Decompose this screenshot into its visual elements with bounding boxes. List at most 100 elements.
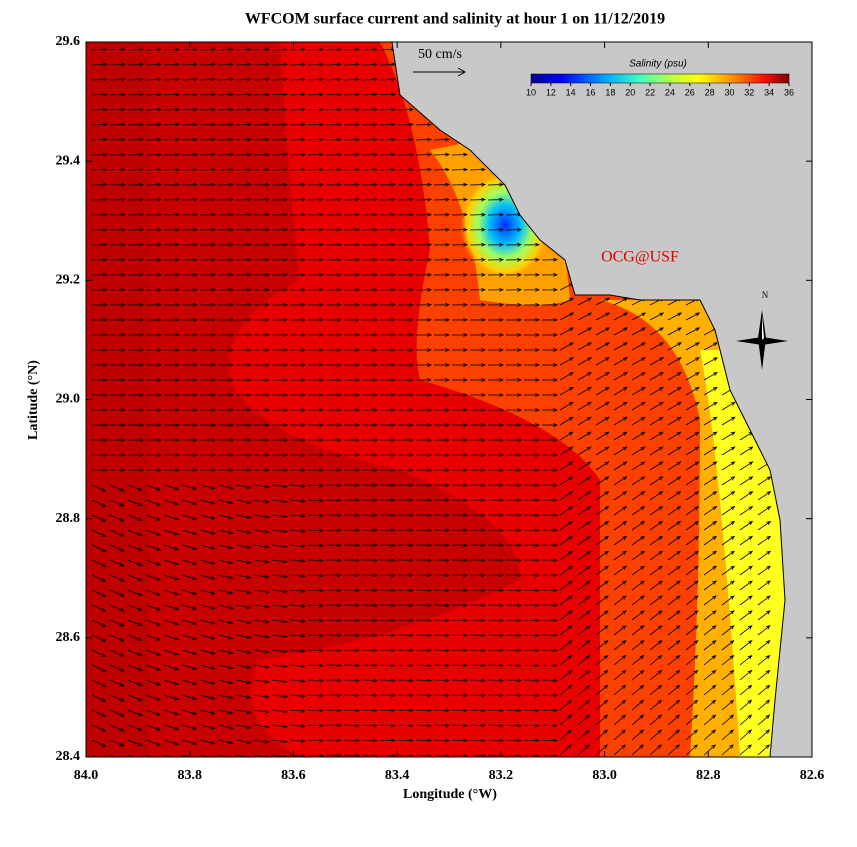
current-arrow xyxy=(181,634,198,641)
current-arrow xyxy=(127,423,145,427)
current-arrow xyxy=(433,257,451,262)
current-arrow xyxy=(145,408,163,412)
current-arrow xyxy=(541,438,559,442)
current-arrow xyxy=(613,535,628,546)
current-arrow xyxy=(595,342,611,351)
current-arrow xyxy=(667,357,682,366)
current-arrow xyxy=(757,550,772,561)
current-arrow xyxy=(559,476,574,486)
current-arrow xyxy=(271,212,289,217)
current-arrow xyxy=(523,378,541,382)
current-arrow xyxy=(613,372,628,381)
current-arrow xyxy=(559,327,575,336)
current-arrow xyxy=(685,446,700,456)
current-arrow xyxy=(109,92,127,97)
current-arrow xyxy=(523,663,541,668)
current-arrow xyxy=(451,182,469,187)
current-arrow xyxy=(163,423,181,427)
current-arrow xyxy=(469,633,487,638)
current-arrow xyxy=(685,654,699,666)
current-arrow xyxy=(199,317,217,322)
current-arrow xyxy=(181,242,199,247)
current-arrow xyxy=(595,580,609,591)
current-arrow xyxy=(451,332,469,337)
current-arrow xyxy=(415,483,433,488)
current-arrow xyxy=(487,423,505,427)
current-arrow xyxy=(181,302,199,307)
current-arrow xyxy=(739,699,753,711)
current-arrow xyxy=(667,342,683,351)
current-arrow xyxy=(541,272,559,277)
current-arrow xyxy=(505,453,523,458)
current-arrow xyxy=(739,520,754,531)
current-arrow xyxy=(145,257,163,262)
current-arrow xyxy=(235,408,253,412)
current-arrow xyxy=(145,649,162,656)
current-arrow xyxy=(559,491,574,501)
current-arrow xyxy=(253,302,271,307)
current-arrow xyxy=(217,724,234,730)
current-arrow xyxy=(487,588,505,593)
current-arrow xyxy=(199,514,216,520)
current-arrow xyxy=(433,453,451,458)
current-arrow xyxy=(397,363,415,367)
current-arrow xyxy=(397,137,415,142)
current-arrow xyxy=(415,287,433,292)
current-arrow xyxy=(253,77,271,82)
colorbar-tick-label: 14 xyxy=(566,87,576,97)
current-arrow xyxy=(325,62,343,67)
current-arrow xyxy=(721,595,735,606)
current-arrow xyxy=(307,212,325,217)
current-arrow xyxy=(721,550,736,561)
current-arrow xyxy=(235,589,252,594)
current-arrow xyxy=(235,619,252,624)
current-arrow xyxy=(667,535,682,546)
current-arrow xyxy=(649,729,663,741)
current-arrow xyxy=(703,461,718,471)
current-arrow xyxy=(181,347,199,352)
current-arrow xyxy=(181,423,199,427)
current-arrow xyxy=(451,197,469,202)
current-arrow xyxy=(379,468,397,473)
current-arrow xyxy=(289,664,306,668)
current-arrow xyxy=(721,729,735,741)
current-arrow xyxy=(343,197,361,202)
current-arrow xyxy=(451,347,469,352)
current-arrow xyxy=(595,327,611,336)
current-arrow xyxy=(235,167,253,172)
current-arrow xyxy=(91,287,109,292)
axes: 84.0 83.8 83.6 83.4 83.2 83.0 82.8 82.628.428.6… xyxy=(56,34,825,783)
current-arrow xyxy=(271,47,289,52)
current-arrow xyxy=(289,257,307,262)
current-arrow xyxy=(577,699,591,711)
current-arrow xyxy=(235,77,253,82)
current-arrow xyxy=(379,408,397,412)
current-arrow xyxy=(325,378,343,382)
current-arrow xyxy=(397,332,415,337)
current-arrow xyxy=(433,393,451,397)
current-arrow xyxy=(199,47,217,52)
current-arrow xyxy=(91,544,107,552)
current-arrow xyxy=(487,723,505,728)
current-arrow xyxy=(163,363,181,367)
current-arrow xyxy=(109,423,127,427)
current-arrow xyxy=(163,408,181,412)
current-arrow xyxy=(415,408,433,412)
current-arrow xyxy=(325,363,343,367)
current-arrow xyxy=(721,580,735,591)
current-arrow xyxy=(469,197,487,202)
current-arrow xyxy=(289,754,306,757)
current-arrow xyxy=(667,654,681,666)
current-arrow xyxy=(685,535,700,546)
current-arrow xyxy=(487,498,505,503)
current-arrow xyxy=(217,152,235,157)
current-arrow xyxy=(703,580,717,591)
current-arrow xyxy=(253,423,271,427)
current-arrow xyxy=(739,744,752,756)
colorbar-tick-label: 28 xyxy=(705,87,715,97)
current-arrow xyxy=(577,654,591,666)
current-arrow xyxy=(649,580,663,591)
current-arrow xyxy=(253,694,270,699)
current-arrow xyxy=(685,729,699,741)
current-arrow xyxy=(289,619,306,623)
